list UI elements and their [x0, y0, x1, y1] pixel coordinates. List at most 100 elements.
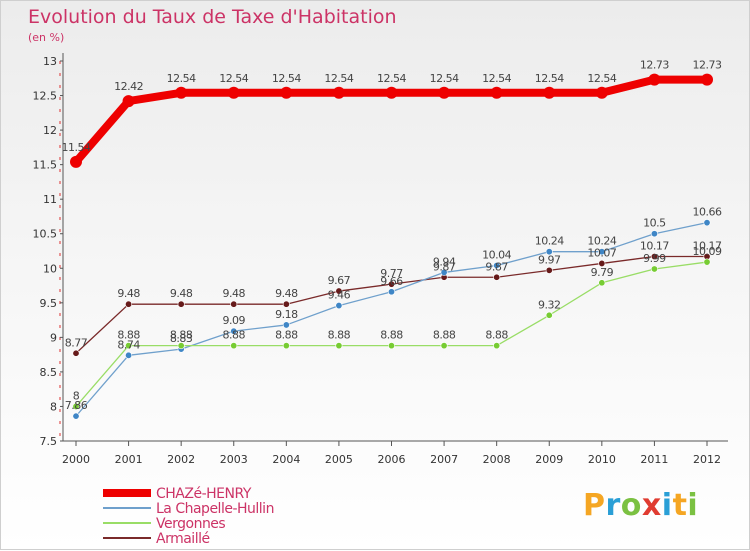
- data-point: [230, 327, 238, 335]
- data-point: [282, 300, 290, 308]
- data-point: [545, 266, 553, 274]
- data-point: [175, 86, 188, 99]
- x-tick-label: 2005: [325, 453, 353, 466]
- data-point: [72, 412, 80, 420]
- x-tick-label: 2004: [272, 453, 300, 466]
- data-label: 8.88: [117, 329, 140, 342]
- data-label: 9.79: [591, 266, 614, 279]
- data-point: [493, 262, 501, 270]
- data-label: 9.87: [433, 260, 456, 273]
- legend-label: CHAZé-HENRY: [156, 486, 252, 502]
- data-point: [490, 86, 503, 99]
- data-point: [227, 86, 240, 99]
- logo-letter: t: [672, 488, 688, 523]
- data-point: [335, 287, 343, 295]
- data-point: [598, 248, 606, 256]
- x-tick-label: 2006: [378, 453, 406, 466]
- y-tick-label: 11.5: [33, 159, 58, 172]
- x-tick-label: 2007: [430, 453, 458, 466]
- data-label: 10.66: [693, 206, 722, 219]
- data-label: 10.07: [587, 246, 616, 259]
- data-point: [387, 288, 395, 296]
- data-label: 8.88: [380, 329, 403, 342]
- data-label: 9.09: [223, 314, 246, 327]
- data-label: 12.54: [167, 72, 196, 85]
- y-tick-label: 8.5: [40, 366, 58, 379]
- x-tick-label: 2001: [115, 453, 143, 466]
- data-label: 12.73: [640, 59, 669, 72]
- data-point: [385, 86, 398, 99]
- data-point: [545, 248, 553, 256]
- data-point: [648, 73, 661, 86]
- data-point: [701, 73, 713, 86]
- data-point: [230, 342, 238, 350]
- y-tick-label: 12: [43, 124, 57, 137]
- data-label: 12.54: [324, 72, 353, 85]
- data-label: 9.97: [538, 253, 561, 266]
- data-label: 12.54: [219, 72, 248, 85]
- data-label: 8.88: [223, 329, 246, 342]
- data-label: 12.54: [430, 72, 459, 85]
- data-point: [440, 342, 448, 350]
- data-point: [387, 280, 395, 288]
- chart-title: Evolution du Taux de Taxe d'Habitation: [28, 6, 397, 28]
- data-label: 10.24: [535, 235, 564, 248]
- data-label: 10.17: [693, 240, 722, 253]
- data-label: 10.09: [693, 245, 722, 258]
- data-label: 9.18: [275, 308, 298, 321]
- proxiti-logo: Proxiti: [583, 488, 698, 523]
- x-tick-label: 2011: [640, 453, 668, 466]
- data-point: [650, 265, 658, 273]
- data-label: 9.94: [433, 255, 456, 268]
- logo-letter: r: [605, 488, 621, 523]
- data-point: [545, 311, 553, 319]
- data-point: [70, 155, 82, 168]
- x-tick-label: 2008: [483, 453, 511, 466]
- data-label: 7.86: [65, 399, 88, 412]
- y-tick-label: 8: [50, 400, 57, 413]
- data-point: [177, 342, 185, 350]
- data-point: [598, 279, 606, 287]
- data-label: 12.54: [587, 72, 616, 85]
- logo-letter: i: [687, 488, 699, 523]
- data-label: 12.73: [693, 59, 722, 72]
- data-point: [598, 259, 606, 267]
- data-label: 12.54: [377, 72, 406, 85]
- data-label: 10.24: [587, 235, 616, 248]
- data-point: [122, 95, 135, 108]
- data-label: 9.48: [275, 287, 298, 300]
- data-point: [595, 86, 608, 99]
- logo-letter: P: [583, 488, 606, 523]
- data-point: [282, 321, 290, 329]
- x-tick-label: 2002: [167, 453, 195, 466]
- data-point: [332, 86, 345, 99]
- data-label: 8.88: [433, 329, 456, 342]
- data-label: 8.83: [170, 332, 193, 345]
- data-label: 9.48: [170, 287, 193, 300]
- x-tick-label: 2010: [588, 453, 616, 466]
- y-tick-label: 7.5: [40, 435, 58, 448]
- legend-label: Vergonnes: [156, 516, 225, 532]
- logo-letter: x: [641, 488, 662, 523]
- data-point: [650, 253, 658, 261]
- logo-letter: i: [661, 488, 673, 523]
- data-label: 9.87: [485, 260, 508, 273]
- data-label: 12.54: [535, 72, 564, 85]
- data-point: [493, 342, 501, 350]
- data-label: 9.48: [117, 287, 140, 300]
- data-point: [125, 351, 133, 359]
- logo-letter: o: [620, 488, 642, 523]
- data-label: 10.17: [640, 240, 669, 253]
- data-point: [650, 230, 658, 238]
- legend-label: Armaillé: [156, 531, 210, 547]
- data-point: [72, 402, 80, 410]
- y-tick-label: 9.5: [40, 297, 58, 310]
- data-point: [125, 342, 133, 350]
- data-label: 8.88: [485, 329, 508, 342]
- legend-label: La Chapelle-Hullin: [156, 501, 274, 517]
- y-tick-label: 12.5: [33, 90, 58, 103]
- data-point: [177, 300, 185, 308]
- data-point: [387, 342, 395, 350]
